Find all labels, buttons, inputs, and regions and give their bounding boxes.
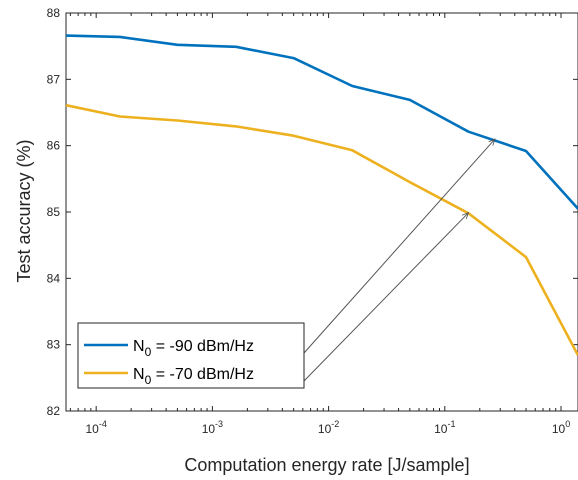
y-tick-label: 84 <box>47 271 61 285</box>
y-tick-label: 85 <box>47 205 61 219</box>
x-tick-label: 10-4 <box>85 419 106 436</box>
legend: N0 = -90 dBm/Hz N0 = -70 dBm/Hz <box>77 322 305 389</box>
x-axis-label: Computation energy rate [J/sample] <box>184 455 469 475</box>
x-tick-label: 10-1 <box>434 419 455 436</box>
x-axis-ticks: 10-4 10-3 10-2 10-1 100 <box>69 13 570 436</box>
y-tick-label: 82 <box>47 404 61 418</box>
series-line-0 <box>65 34 578 210</box>
annotation-arrow-1 <box>303 213 469 382</box>
y-tick-label: 83 <box>47 338 61 352</box>
x-tick-label: 100 <box>552 419 570 436</box>
annotation-arrow-0 <box>303 139 495 354</box>
y-axis-ticks: 82 83 84 85 86 87 88 <box>47 6 578 418</box>
legend-label-1: N0 = -70 dBm/Hz <box>133 366 254 387</box>
legend-label-0: N0 = -90 dBm/Hz <box>133 338 254 359</box>
y-tick-label: 87 <box>47 72 61 86</box>
x-tick-label: 10-2 <box>318 419 339 436</box>
y-axis-label: Test accuracy (%) <box>14 139 34 282</box>
y-tick-label: 88 <box>47 6 61 20</box>
y-tick-label: 86 <box>47 139 61 153</box>
series-layer <box>65 34 578 356</box>
series-line-1 <box>65 103 578 356</box>
annotation-layer <box>303 139 495 382</box>
x-tick-label: 10-3 <box>202 419 223 436</box>
legend-box <box>77 322 305 389</box>
